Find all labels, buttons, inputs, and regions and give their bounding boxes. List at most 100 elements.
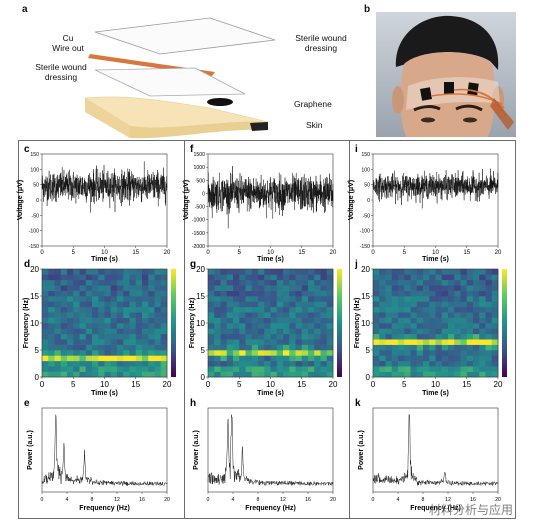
heatmap-cell [270, 296, 278, 302]
heatmap-cell [245, 301, 253, 308]
x-tick-label: 8 [91, 497, 94, 503]
heatmap-cell [460, 328, 468, 335]
heatmap-cell [391, 328, 399, 335]
heatmap-cell [326, 285, 334, 291]
heatmap-cell [454, 328, 461, 335]
heatmap-cell [441, 355, 449, 362]
heatmap-cell [239, 279, 246, 286]
heatmap-cell [104, 274, 112, 281]
heatmap-cell [135, 306, 143, 313]
heatmap-cell [308, 339, 315, 345]
heatmap-cell [160, 339, 168, 345]
heatmap-cell [245, 285, 253, 291]
heatmap-cell [79, 296, 87, 302]
heatmap-cell [154, 269, 162, 275]
heatmap-cell [485, 350, 493, 356]
heatmap-cell [264, 328, 271, 335]
heatmap-cell [67, 366, 74, 372]
y-axis-label: Voltage (μV) [348, 180, 355, 220]
heatmap-cell [117, 350, 124, 356]
x-tick-label: 15 [463, 250, 470, 256]
heatmap-cell [416, 350, 424, 356]
heatmap-cell [110, 274, 118, 281]
plot-frame [41, 407, 168, 493]
heatmap-cell [491, 323, 499, 329]
heatmap-cell [148, 306, 155, 313]
heatmap-cell [485, 366, 493, 372]
heatmap-cell [208, 328, 215, 335]
heatmap-cell [104, 344, 112, 351]
heatmap-cell [295, 306, 303, 313]
heatmap-cell [385, 269, 393, 275]
heatmap-cell [208, 333, 215, 340]
heatmap-cell [391, 350, 399, 356]
heatmap-cell [283, 317, 290, 324]
heatmap-cell [60, 296, 68, 302]
heatmap-cell [301, 360, 309, 367]
heatmap-cell [117, 312, 124, 318]
heatmap-cell [245, 371, 253, 378]
heatmap-cell [42, 269, 49, 275]
heatmap-cell [404, 285, 411, 291]
heatmap-cell [320, 269, 328, 275]
heatmap-cell [289, 355, 296, 362]
heatmap-cell [245, 339, 253, 345]
heatmap-cell [239, 333, 246, 340]
heatmap-cell [154, 339, 162, 345]
heatmap-cell [289, 269, 296, 275]
heatmap-cell [379, 366, 386, 372]
heatmap-cell [441, 366, 449, 372]
heatmap-cell [135, 333, 143, 340]
heatmap-cell [85, 317, 93, 324]
heatmap-cell [54, 296, 62, 302]
heatmap-cell [398, 274, 405, 281]
heatmap-cell [454, 290, 461, 297]
heatmap-cell [104, 279, 112, 286]
x-tick-label: 0 [372, 497, 375, 503]
heatmap-cell [226, 306, 234, 313]
heatmap-cell [135, 360, 143, 367]
panel-label-j: j [354, 259, 358, 270]
heatmap-cell [79, 371, 87, 378]
heatmap-cell [295, 323, 303, 329]
heatmap-cell [239, 360, 246, 367]
heatmap-cell [270, 360, 278, 367]
heatmap-cell [454, 285, 461, 291]
signal-trace [372, 168, 499, 209]
heatmap-cell [301, 301, 309, 308]
heatmap-cell [479, 323, 486, 329]
heatmap-cell [391, 371, 399, 378]
heatmap-cell [239, 285, 246, 291]
x-axis-label: Time (s) [91, 256, 118, 263]
heatmap-cell [60, 333, 68, 340]
heatmap-cell [251, 306, 259, 313]
heatmap-cell [239, 350, 246, 356]
colorbar [337, 269, 342, 377]
heatmap-cell [142, 279, 149, 286]
heatmap-cell [92, 279, 99, 286]
heatmap-cell [301, 371, 309, 378]
x-tick-label: 8 [257, 497, 260, 503]
heatmap-cell [104, 328, 112, 335]
heatmap-cell [485, 285, 493, 291]
heatmap-cell [92, 350, 99, 356]
heatmap-cell [98, 360, 105, 367]
y-tick-label: 20 [30, 265, 39, 274]
x-tick-label: 0 [371, 380, 376, 389]
heatmap-cell [314, 285, 321, 291]
heatmap-cell [283, 269, 290, 275]
graphene-label: Graphene [294, 99, 332, 109]
heatmap-cell [308, 317, 315, 324]
heatmap-cell [379, 355, 386, 362]
heatmap-cell [385, 350, 393, 356]
heatmap-cell [92, 333, 99, 340]
plot-frame [372, 407, 499, 493]
heatmap-cell [479, 274, 486, 281]
heatmap-cell [423, 290, 430, 297]
heatmap-cell [491, 339, 499, 345]
heatmap-cell [429, 328, 436, 335]
heatmap-cell [473, 350, 480, 356]
heatmap-cell [85, 306, 93, 313]
heatmap-cell [239, 290, 246, 297]
heatmap-cell [214, 323, 221, 329]
